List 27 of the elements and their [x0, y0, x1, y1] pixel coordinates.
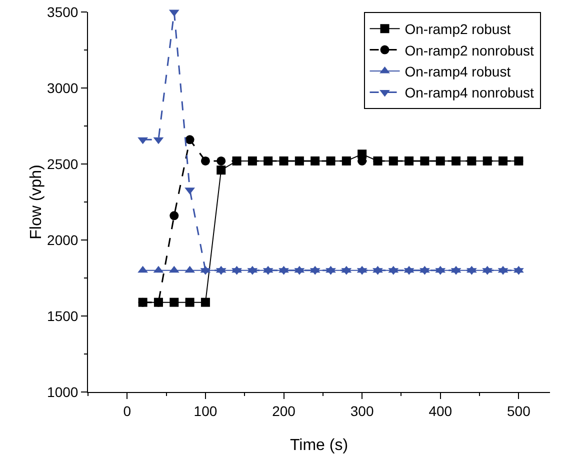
- point: [170, 298, 179, 307]
- y-tick-label: 1000: [47, 384, 78, 400]
- x-tick-label: 500: [507, 402, 531, 419]
- x-axis-title: Time (s): [290, 437, 348, 454]
- legend-label: On-ramp2 nonrobust: [404, 42, 534, 58]
- y-tick-label: 3500: [47, 4, 78, 20]
- point: [185, 135, 194, 144]
- y-tick-label: 2500: [47, 156, 78, 172]
- point: [200, 156, 210, 166]
- x-tick-label: 0: [123, 402, 132, 419]
- x-tick-label: 200: [272, 402, 296, 419]
- y-tick-label: 3000: [47, 80, 78, 96]
- y-axis-title: Flow (vph): [28, 164, 46, 240]
- legend-label: On-ramp4 robust: [404, 63, 511, 80]
- x-tick-label: 300: [350, 402, 374, 419]
- x-tick-label: 400: [428, 402, 452, 419]
- point: [216, 156, 226, 166]
- legend-label: On-ramp2 robust: [404, 21, 511, 38]
- x-tick-label: 100: [194, 402, 218, 419]
- point: [184, 266, 195, 273]
- y-tick-label: 2000: [47, 232, 78, 248]
- point: [200, 298, 210, 307]
- point: [170, 211, 179, 220]
- y-tick-label: 1500: [47, 308, 78, 324]
- point: [216, 166, 226, 175]
- legend-label: On-ramp4 nonrobust: [404, 84, 534, 101]
- point: [185, 298, 194, 307]
